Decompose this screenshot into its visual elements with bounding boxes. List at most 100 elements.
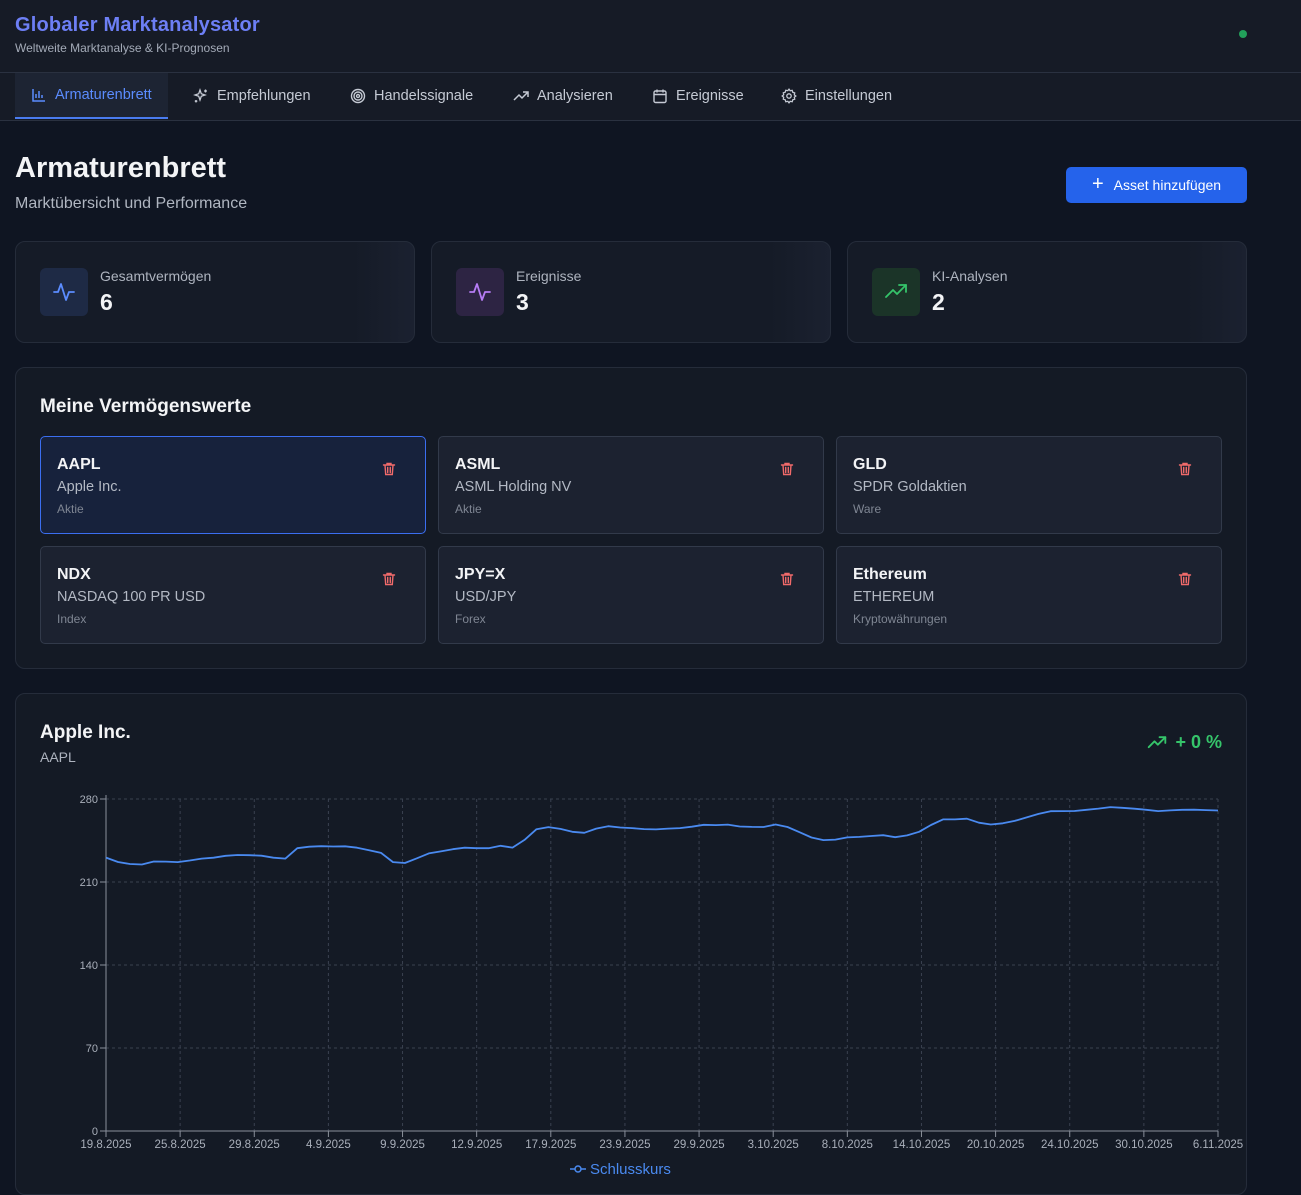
x-tick-label: 6.11.2025 (1193, 1139, 1243, 1151)
x-tick-label: 4.9.2025 (306, 1139, 351, 1151)
asset-type: Forex (455, 612, 486, 626)
tab-armaturenbrett[interactable]: Armaturenbrett (15, 73, 168, 119)
asset-card-aapl[interactable]: AAPL Apple Inc. Aktie (40, 436, 426, 534)
asset-name: USD/JPY (455, 589, 517, 605)
y-tick-label: 70 (86, 1043, 98, 1055)
app-header: Globaler Marktanalysator Weltweite Markt… (0, 0, 1301, 73)
asset-card-ethereum[interactable]: Ethereum ETHEREUM Kryptowährungen (836, 546, 1222, 644)
page-title: Armaturenbrett (15, 152, 227, 184)
trash-icon[interactable] (1177, 461, 1193, 477)
assets-panel: Meine Vermögenswerte AAPL Apple Inc. Akt… (15, 367, 1247, 669)
target-icon (350, 88, 366, 104)
plus-icon: + (1091, 173, 1104, 195)
trash-icon[interactable] (779, 461, 795, 477)
tab-label: Analysieren (537, 88, 613, 104)
asset-symbol: ASML (455, 456, 501, 473)
asset-type: Aktie (455, 502, 482, 516)
calendar-icon (653, 89, 667, 104)
series-line-schlusskurs (105, 806, 1219, 866)
activity-icon (456, 268, 504, 316)
stat-value: 3 (516, 289, 529, 315)
x-tick-label: 29.9.2025 (673, 1139, 724, 1151)
y-tick-label: 280 (80, 794, 98, 806)
asset-symbol: Ethereum (853, 566, 927, 583)
asset-type: Ware (853, 502, 882, 516)
tab-einstellungen[interactable]: Einstellungen (781, 73, 892, 119)
app-title: Globaler Marktanalysator (15, 14, 260, 36)
asset-type: Index (57, 612, 87, 626)
tab-analysieren[interactable]: Analysieren (513, 73, 613, 119)
tab-label: Empfehlungen (217, 88, 311, 104)
chart-symbol: AAPL (40, 749, 76, 765)
x-tick-label: 23.9.2025 (599, 1139, 650, 1151)
trash-icon[interactable] (1177, 571, 1193, 587)
asset-type: Aktie (57, 502, 84, 516)
y-tick-label: 210 (80, 877, 98, 889)
x-tick-label: 25.8.2025 (155, 1139, 206, 1151)
asset-name: Apple Inc. (57, 479, 122, 495)
stat-card-ai-analyses: KI-Analysen 2 (847, 241, 1247, 343)
app-subtitle: Weltweite Marktanalyse & KI-Prognosen (15, 41, 230, 55)
asset-symbol: NDX (57, 566, 91, 583)
asset-name: NASDAQ 100 PR USD (57, 589, 206, 605)
legend-marker (574, 1165, 582, 1173)
tab-empfehlungen[interactable]: Empfehlungen (193, 73, 311, 119)
trending-up-icon (872, 268, 920, 316)
asset-card-gld[interactable]: GLD SPDR Goldaktien Ware (836, 436, 1222, 534)
price-line-chart[interactable]: 0 70 140 210 280 19.8.2025 25.8.2025 29.8.2025 4… (16, 694, 1246, 1177)
asset-type: Kryptowährungen (853, 612, 948, 626)
price-change-value: + 0 % (1175, 732, 1222, 752)
asset-symbol: AAPL (57, 456, 101, 473)
trash-icon[interactable] (779, 571, 795, 587)
trending-up-icon (513, 91, 529, 101)
trash-icon[interactable] (381, 571, 397, 587)
x-tick-label: 29.8.2025 (229, 1139, 280, 1151)
x-tick-label: 24.10.2025 (1041, 1139, 1099, 1151)
x-tick-label: 19.8.2025 (80, 1139, 131, 1151)
x-tick-label: 9.9.2025 (380, 1139, 425, 1151)
x-tick-label: 12.9.2025 (451, 1139, 502, 1151)
x-tick-label: 30.10.2025 (1115, 1139, 1173, 1151)
trash-icon[interactable] (381, 461, 397, 477)
asset-card-asml[interactable]: ASML ASML Holding NV Aktie (438, 436, 824, 534)
asset-name: ASML Holding NV (455, 479, 572, 495)
assets-heading: Meine Vermögenswerte (40, 396, 252, 417)
chart-title: Apple Inc. (40, 722, 131, 743)
x-tick-label: 3.10.2025 (748, 1139, 799, 1151)
asset-symbol: JPY=X (455, 566, 506, 583)
stat-label: KI-Analysen (932, 268, 1008, 284)
tab-label: Einstellungen (805, 88, 893, 104)
price-chart-panel: Apple Inc. AAPL + 0 % 0 70 140 210 280 19.8.2… (15, 693, 1247, 1195)
stat-card-events: Ereignisse 3 (431, 241, 831, 343)
bar-chart-icon (32, 89, 45, 102)
x-tick-label: 14.10.2025 (893, 1139, 951, 1151)
trending-up-icon (1148, 735, 1167, 748)
tab-handelssignale[interactable]: Handelssignale (350, 73, 473, 119)
x-tick-label: 20.10.2025 (967, 1139, 1025, 1151)
stat-value: 6 (100, 289, 113, 315)
legend-label: Schlusskurs (590, 1161, 671, 1177)
activity-icon (40, 268, 88, 316)
price-change: + 0 % (1147, 732, 1222, 753)
stat-label: Ereignisse (516, 268, 582, 284)
asset-card-ndx[interactable]: NDX NASDAQ 100 PR USD Index (40, 546, 426, 644)
y-tick-label: 0 (92, 1126, 98, 1138)
connection-status-indicator (1239, 30, 1247, 38)
y-tick-label: 140 (80, 960, 98, 972)
add-asset-label: Asset hinzufügen (1113, 177, 1222, 193)
page-subtitle: Marktübersicht und Performance (15, 195, 248, 212)
stat-card-total-assets: Gesamtvermögen 6 (15, 241, 415, 343)
asset-name: SPDR Goldaktien (853, 479, 967, 495)
x-tick-label: 17.9.2025 (525, 1139, 576, 1151)
tab-label: Ereignisse (676, 88, 744, 104)
sparkles-icon (193, 88, 207, 103)
tab-label: Handelssignale (374, 88, 474, 104)
tab-ereignisse[interactable]: Ereignisse (652, 73, 744, 119)
tab-label: Armaturenbrett (55, 87, 152, 103)
add-asset-button[interactable]: + Asset hinzufügen (1066, 167, 1247, 203)
asset-card-jpy[interactable]: JPY=X USD/JPY Forex (438, 546, 824, 644)
main-nav-tabs: Armaturenbrett Empfehlungen Handelssigna… (0, 73, 1301, 121)
stat-label: Gesamtvermögen (100, 268, 212, 284)
asset-name: ETHEREUM (853, 589, 935, 605)
stat-value: 2 (932, 289, 945, 315)
